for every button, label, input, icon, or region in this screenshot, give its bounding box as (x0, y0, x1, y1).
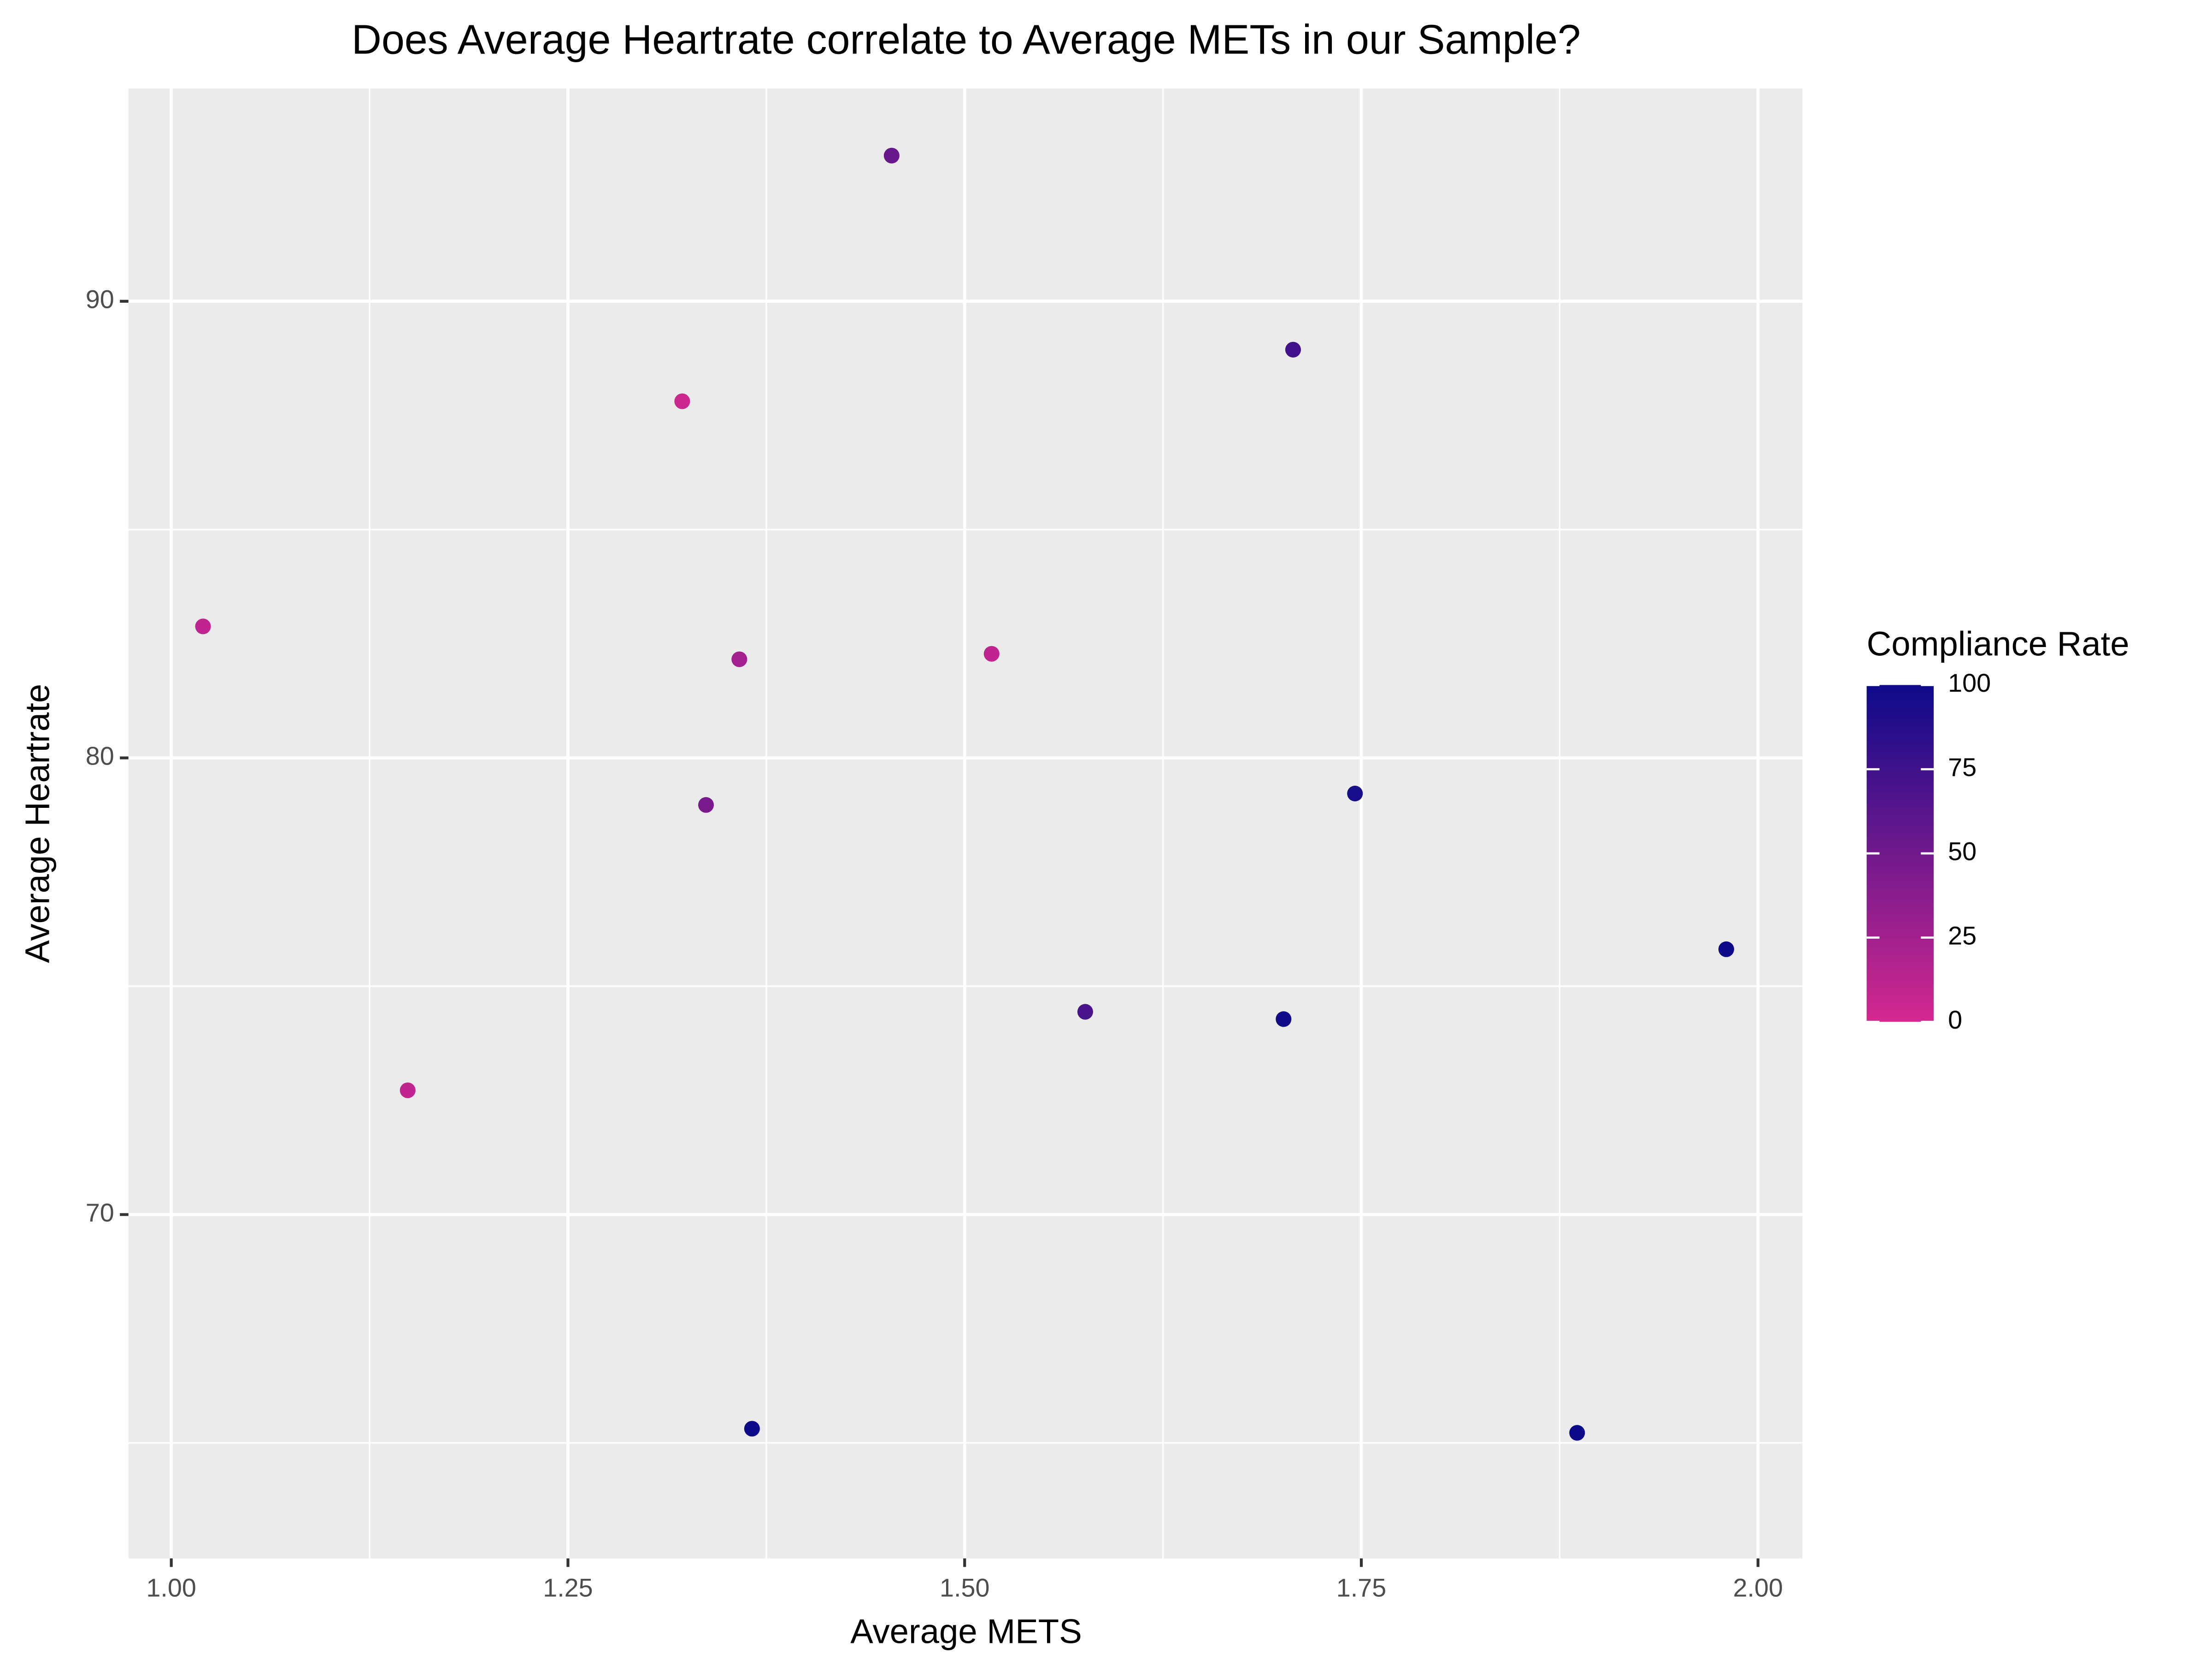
point (1276, 1011, 1292, 1027)
point (983, 646, 1000, 662)
y-tick-label: 70 (86, 1198, 114, 1227)
y-tick-label: 80 (86, 741, 114, 770)
colorbar-tick-label: 100 (1948, 669, 1991, 697)
point (1077, 1004, 1093, 1020)
point (1569, 1425, 1585, 1441)
x-tick-label: 1.25 (543, 1574, 593, 1602)
point (674, 393, 690, 409)
point (744, 1421, 760, 1437)
point (195, 618, 211, 635)
point (1285, 341, 1301, 358)
point (698, 797, 714, 813)
x-tick-label: 2.00 (1733, 1574, 1783, 1602)
legend-title: Compliance Rate (1867, 624, 2130, 663)
point (731, 651, 747, 667)
x-tick-label: 1.75 (1336, 1574, 1386, 1602)
point (1347, 785, 1363, 801)
point (883, 147, 900, 164)
x-tick-label: 1.00 (146, 1574, 196, 1602)
x-tick-label: 1.50 (940, 1574, 989, 1602)
chart-title: Does Average Heartrate correlate to Aver… (352, 17, 1581, 63)
colorbar-tick-label: 75 (1948, 753, 1977, 782)
colorbar-tick-label: 25 (1948, 921, 1977, 950)
colorbar-tick-label: 0 (1948, 1006, 1962, 1034)
point (1718, 941, 1734, 957)
y-axis-label: Average Heartrate (18, 684, 56, 963)
point (400, 1082, 416, 1099)
x-axis-label: Average METS (850, 1612, 1082, 1650)
colorbar-tick-label: 50 (1948, 837, 1977, 866)
y-tick-label: 90 (86, 285, 114, 313)
